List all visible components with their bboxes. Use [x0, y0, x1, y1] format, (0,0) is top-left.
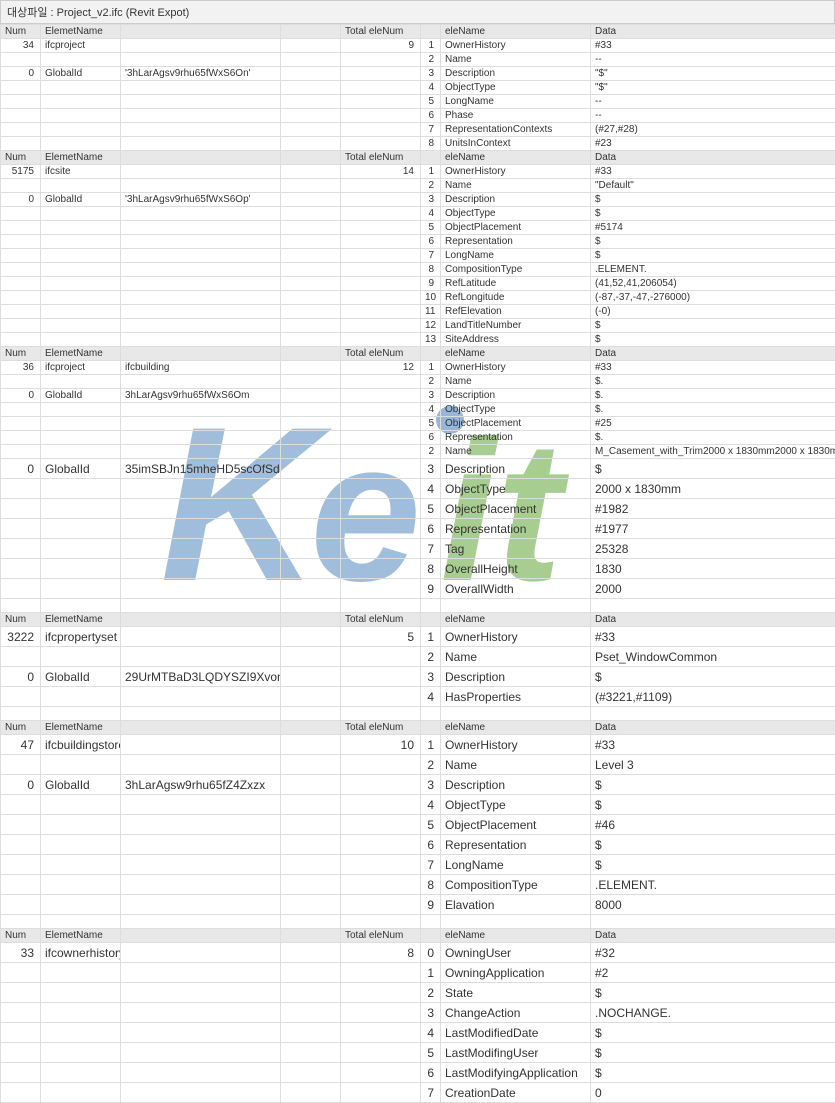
data-row: 2Name$.: [1, 375, 835, 389]
data-row: 6Representation$: [1, 835, 835, 855]
data-row: 9Elavation8000: [1, 895, 835, 915]
data-row: 6Representation$.: [1, 431, 835, 445]
data-row: 5LongName--: [1, 95, 835, 109]
data-row: 6Representation#1977: [1, 519, 835, 539]
section-header: NumElemetNameTotal eleNumeleNameData: [1, 721, 835, 735]
data-row: 0GlobalId35imSBJn15mheHD5scOfSd3Descript…: [1, 459, 835, 479]
data-row: 4HasProperties(#3221,#1109): [1, 687, 835, 707]
data-row: 0GlobalId'3hLarAgsv9rhu65fWxS6Op'3Descri…: [1, 193, 835, 207]
data-row: 7Tag25328: [1, 539, 835, 559]
data-row: 33ifcownerhistory80OwningUser#32: [1, 943, 835, 963]
data-row: 2State$: [1, 983, 835, 1003]
section-header: NumElemetNameTotal eleNumeleNameData: [1, 347, 835, 361]
data-row: 11RefElevation(-0): [1, 305, 835, 319]
data-row: 2NameLevel 3: [1, 755, 835, 775]
data-row: 2NameM_Casement_with_Trim2000 x 1830mm20…: [1, 445, 835, 459]
data-row: 4ObjectType"$": [1, 81, 835, 95]
data-row: 8OverallHeight1830: [1, 559, 835, 579]
data-row: 7LongName$: [1, 249, 835, 263]
data-row: 6LastModifyingApplication$: [1, 1063, 835, 1083]
data-row: 13SiteAddress$: [1, 333, 835, 347]
data-row: 2Name--: [1, 53, 835, 67]
data-row: 5175ifcsite141OwnerHistory#33: [1, 165, 835, 179]
data-row: 8CompositionType.ELEMENT.: [1, 875, 835, 895]
data-row: 9OverallWidth2000: [1, 579, 835, 599]
data-table: NumElemetNameTotal eleNumeleNameData34if…: [0, 24, 835, 1103]
data-row: 4ObjectType$: [1, 795, 835, 815]
data-row: 8UnitsInContext#23: [1, 137, 835, 151]
data-row: 5ObjectPlacement#5174: [1, 221, 835, 235]
data-row: 7LongName$: [1, 855, 835, 875]
data-row: 2Name"Default": [1, 179, 835, 193]
data-row: 6Phase--: [1, 109, 835, 123]
data-row: 4ObjectType2000 x 1830mm: [1, 479, 835, 499]
data-row: 2NamePset_WindowCommon: [1, 647, 835, 667]
data-row: 8CompositionType.ELEMENT.: [1, 263, 835, 277]
data-row: 1OwningApplication#2: [1, 963, 835, 983]
data-row: 10RefLongitude(-87,-37,-47,-276000): [1, 291, 835, 305]
data-row: 5ObjectPlacement#1982: [1, 499, 835, 519]
data-row: 34ifcproject91OwnerHistory#33: [1, 39, 835, 53]
section-header: NumElemetNameTotal eleNumeleNameData: [1, 151, 835, 165]
section-header: NumElemetNameTotal eleNumeleNameData: [1, 25, 835, 39]
data-row: 3222ifcpropertyset51OwnerHistory#33: [1, 627, 835, 647]
data-row: 4ObjectType$.: [1, 403, 835, 417]
data-row: 36ifcprojectifcbuilding121OwnerHistory#3…: [1, 361, 835, 375]
data-row: 12LandTitleNumber$: [1, 319, 835, 333]
data-row: 4LastModifiedDate$: [1, 1023, 835, 1043]
data-row: 7CreationDate0: [1, 1083, 835, 1103]
spreadsheet: 대상파일 : Project_v2.ifc (Revit Expot) NumE…: [0, 0, 835, 1103]
section-header: NumElemetNameTotal eleNumeleNameData: [1, 929, 835, 943]
data-row: 5LastModifingUser$: [1, 1043, 835, 1063]
file-title: 대상파일 : Project_v2.ifc (Revit Expot): [0, 0, 835, 24]
data-row: 5ObjectPlacement#25: [1, 417, 835, 431]
section-header: NumElemetNameTotal eleNumeleNameData: [1, 613, 835, 627]
data-row: 0GlobalId'3hLarAgsv9rhu65fWxS6On'3Descri…: [1, 67, 835, 81]
data-row: 0GlobalId3hLarAgsv9rhu65fWxS6Om3Descript…: [1, 389, 835, 403]
data-row: 7RepresentationContexts(#27,#28): [1, 123, 835, 137]
data-row: 3ChangeAction.NOCHANGE.: [1, 1003, 835, 1023]
data-row: 47ifcbuildingstorey101OwnerHistory#33: [1, 735, 835, 755]
data-row: 4ObjectType$: [1, 207, 835, 221]
data-row: 9RefLatitude(41,52,41,206054): [1, 277, 835, 291]
data-row: 0GlobalId29UrMTBaD3LQDYSZI9Xvon3Descript…: [1, 667, 835, 687]
data-row: 0GlobalId3hLarAgsw9rhu65fZ4Zxzx3Descript…: [1, 775, 835, 795]
data-row: 5ObjectPlacement#46: [1, 815, 835, 835]
data-row: 6Representation$: [1, 235, 835, 249]
